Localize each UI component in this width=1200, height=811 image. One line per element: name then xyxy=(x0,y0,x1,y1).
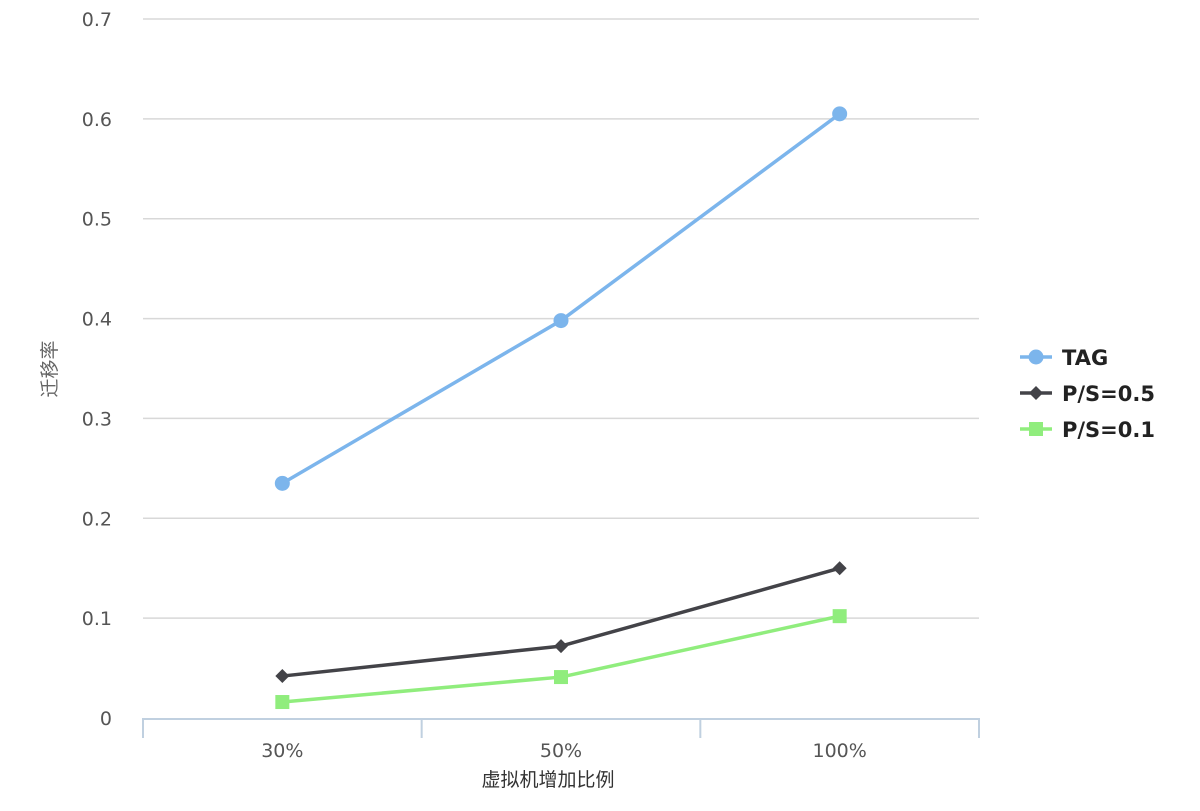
data-point xyxy=(553,313,569,329)
grid-lines xyxy=(143,18,979,619)
y-tick-label: 0.5 xyxy=(82,209,112,231)
x-tick-label: 30% xyxy=(261,740,303,762)
series-line xyxy=(281,112,841,485)
data-point xyxy=(554,670,568,685)
data-point xyxy=(554,639,568,654)
legend-marker xyxy=(1029,422,1043,436)
series-2 xyxy=(275,609,847,710)
data-point xyxy=(832,106,848,122)
series-lines xyxy=(274,106,848,710)
series-line xyxy=(282,566,841,678)
x-tick-label: 100% xyxy=(813,740,867,762)
y-tick-label: 0.2 xyxy=(82,508,112,530)
legend-label: P/S=0.5 xyxy=(1062,382,1155,406)
legend-item[interactable]: P/S=0.1 xyxy=(1020,418,1155,442)
y-axis-ticks: 0 0.1 0.2 0.3 0.4 0.5 0.6 0.7 xyxy=(82,9,112,730)
legend-marker xyxy=(1029,386,1043,400)
y-tick-label: 0.7 xyxy=(82,9,112,31)
x-axis-label: 虚拟机增加比例 xyxy=(481,769,614,791)
series-0 xyxy=(274,106,848,491)
legend-label: P/S=0.1 xyxy=(1062,418,1155,442)
legend-label: TAG xyxy=(1062,346,1108,370)
data-point xyxy=(832,561,847,576)
legend-marker xyxy=(1028,349,1044,365)
y-tick-label: 0.6 xyxy=(82,109,112,131)
y-tick-label: 0.1 xyxy=(82,608,112,630)
series-line xyxy=(282,614,841,704)
y-tick-label: 0.4 xyxy=(82,309,112,331)
data-point xyxy=(274,475,290,491)
y-axis-label: 迁移率 xyxy=(39,340,61,397)
data-point xyxy=(275,695,290,710)
data-point xyxy=(832,609,847,624)
series-1 xyxy=(275,561,847,684)
data-point xyxy=(275,669,290,684)
legend-item[interactable]: P/S=0.5 xyxy=(1020,382,1155,406)
y-tick-label: 0.3 xyxy=(82,408,112,430)
x-axis: 30% 50% 100% xyxy=(142,718,980,762)
x-tick-label: 50% xyxy=(540,740,582,762)
legend: TAG P/S=0.5 P/S=0.1 xyxy=(1020,346,1155,442)
legend-item[interactable]: TAG xyxy=(1020,346,1108,370)
y-tick-label: 0 xyxy=(100,708,112,730)
